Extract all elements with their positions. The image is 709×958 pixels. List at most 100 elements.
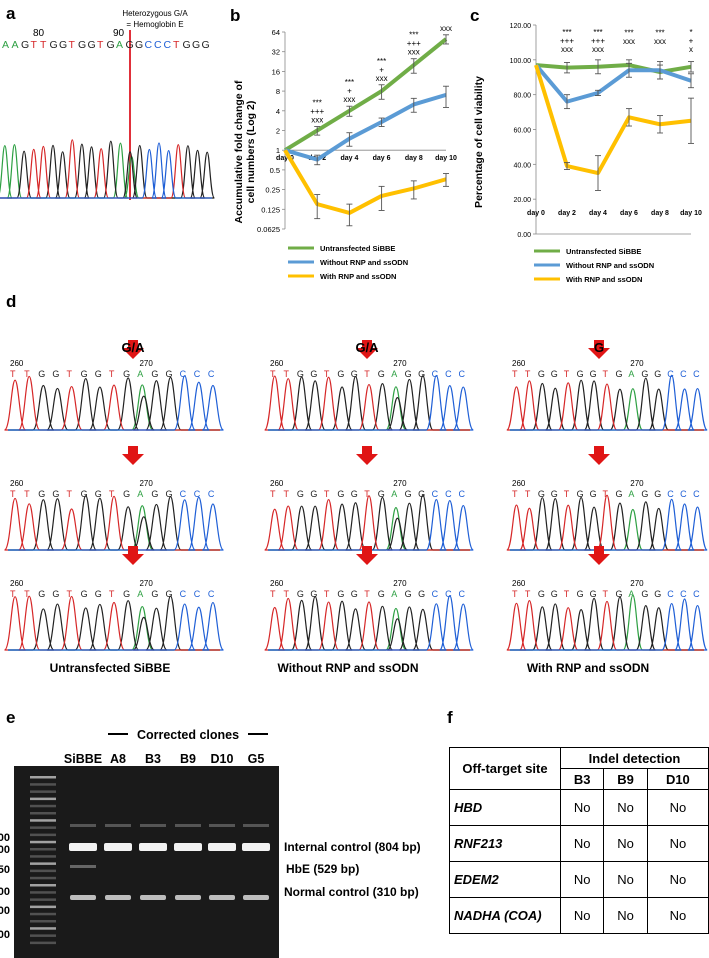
svg-text:C: C [693,589,700,599]
mutation-arrow-icon [588,546,610,565]
ladder-band [30,862,56,865]
y-tick-label: 16 [272,67,280,76]
svg-text:G: G [192,39,200,51]
hbe-band [70,865,96,868]
significance-mark: *** [624,29,633,38]
header-clone: B9 [603,768,648,790]
svg-text:G: G [351,489,358,499]
position-label: 270 [393,579,407,588]
svg-text:T: T [24,489,30,499]
x-tick-label: day 8 [405,155,423,162]
svg-text:G: G [378,589,385,599]
svg-text:G: G [310,369,317,379]
svg-text:C: C [180,489,187,499]
ladder-label: 100 [0,929,10,941]
panel-label-b: b [230,6,241,25]
svg-text:C: C [667,589,674,599]
mutation-arrow-icon [588,340,610,359]
y-tick-label: 0.25 [265,186,280,195]
ladder-band [30,833,56,837]
internal-control-band [208,843,236,851]
svg-text:T: T [564,589,570,599]
panel-label-f: f [447,708,453,727]
mutation-arrow-icon [588,446,610,465]
significance-mark: *** [655,29,664,38]
svg-text:G: G [577,369,584,379]
y-tick-label: 4 [276,107,280,116]
internal-control-band [242,843,270,851]
y-tick-label: 64 [272,28,280,37]
svg-text:A: A [116,39,123,51]
svg-text:G: G [654,369,661,379]
band-normal-control: Normal control (310 bp) [284,885,419,899]
caption-with-rnp: With RNP and ssODN [527,661,649,675]
svg-text:T: T [364,369,370,379]
indel-value: No [603,861,648,898]
significance-mark: *** [345,78,354,87]
svg-text:C: C [445,369,452,379]
svg-text:G: G [337,369,344,379]
faint-band [175,824,201,827]
position-label: 260 [512,479,526,488]
svg-text:C: C [680,489,687,499]
series-line [534,63,692,104]
y-tick-label: 0.0625 [257,225,280,234]
svg-text:G: G [38,589,45,599]
ladder-label: 300 [0,905,10,917]
svg-text:G: G [95,589,102,599]
svg-text:C: C [432,589,439,599]
significance-mark: xxx [654,37,666,46]
significance-mark: *** [313,99,322,108]
svg-text:T: T [324,589,330,599]
svg-text:G: G [641,589,648,599]
gel-image-frame: Corrected clones SiBBE A8 B3 B9 D10 G5 200015… [0,728,421,958]
position-90: 90 [113,28,125,39]
ladder-band [30,826,56,829]
ladder-band [30,790,56,793]
svg-text:C: C [194,489,201,499]
series-line [284,92,447,162]
lane-label: B9 [180,752,196,766]
indel-value: No [646,861,709,898]
svg-text:A: A [391,489,397,499]
svg-text:G: G [654,489,661,499]
series-line [283,149,447,215]
svg-text:G: G [641,369,648,379]
y-tick-label: 40.00 [513,162,531,169]
svg-text:T: T [97,39,104,51]
header-clone: D10 [646,768,709,790]
svg-text:T: T [24,369,30,379]
significance-mark: +++ [439,22,453,24]
svg-text:C: C [194,589,201,599]
legend-entry: Untransfected SiBBE [566,247,641,256]
series-line [283,37,448,152]
svg-text:A: A [137,589,143,599]
ladder-band [30,797,56,801]
header-off-target-site: Off-target site [449,747,561,790]
significance-mark: xxx [408,48,420,57]
svg-text:G: G [615,489,622,499]
site-name: HBD [449,789,561,826]
position-label: 270 [393,479,407,488]
svg-text:C: C [208,489,215,499]
svg-text:G: G [126,39,134,51]
x-tick-label: day 2 [558,210,576,217]
faint-band [243,824,269,827]
svg-text:G: G [551,589,558,599]
svg-text:G: G [123,369,130,379]
position-label: 260 [10,479,24,488]
ladder-band [30,783,56,786]
caption-untransfected: Untransfected SiBBE [50,661,171,675]
svg-text:G: G [418,369,425,379]
svg-text:T: T [69,39,76,51]
svg-text:A: A [137,369,143,379]
fold-change-chart: Accumulative fold change of cell numbers… [233,22,457,281]
significance-mark: * [689,28,692,37]
mutation-arrow-icon [122,546,144,565]
mutation-arrow-icon [356,446,378,465]
significance-mark: +++ [560,37,574,46]
svg-text:C: C [194,369,201,379]
site-name: RNF213 [449,825,561,862]
svg-text:T: T [603,369,609,379]
